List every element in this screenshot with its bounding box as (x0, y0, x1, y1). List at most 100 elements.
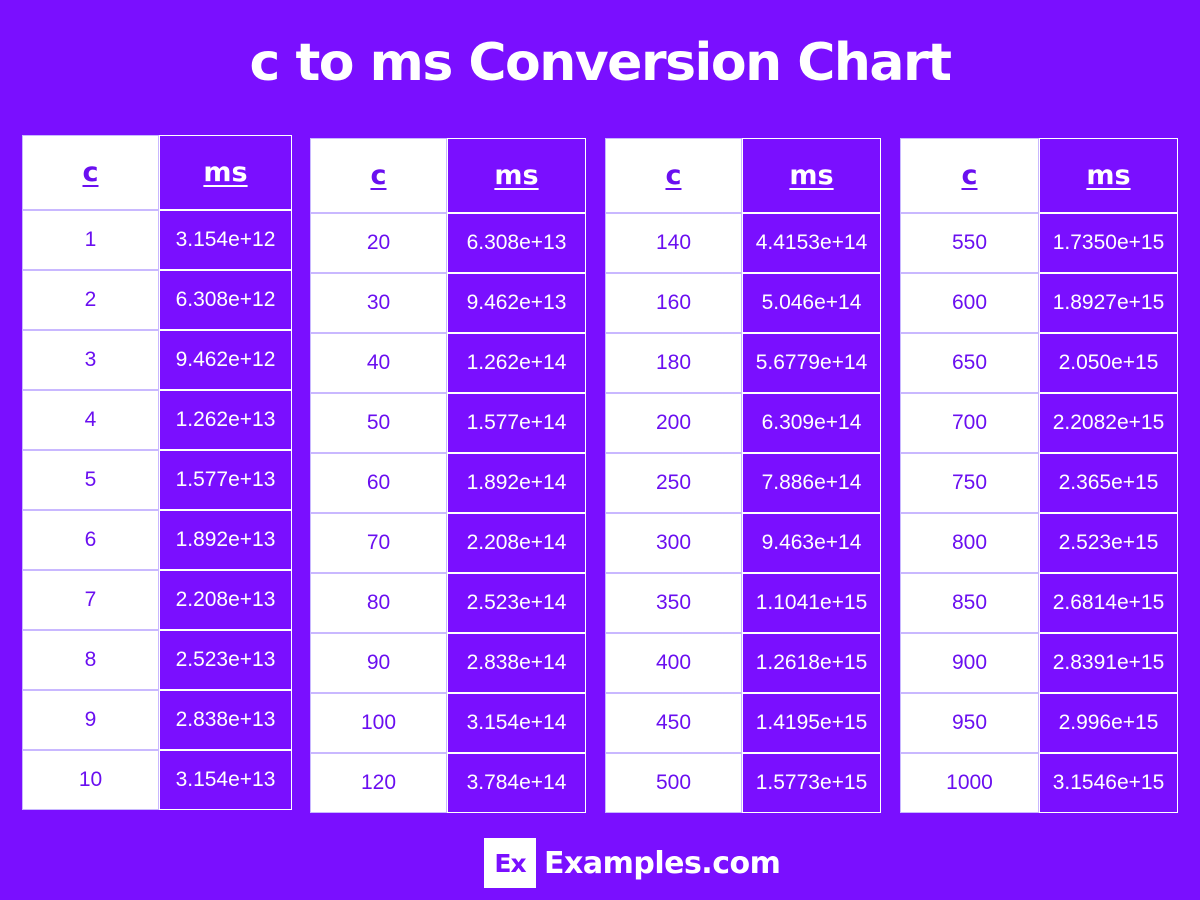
ms-value-cell: 2.838e+14 (447, 633, 586, 693)
ms-value-cell: 1.262e+13 (159, 390, 292, 450)
brand-name: Examples.com (544, 845, 781, 881)
c-value-cell: 160 (605, 273, 742, 333)
c-value-cell: 850 (900, 573, 1039, 633)
c-value-cell: 5 (22, 450, 159, 510)
column-header-ms: ms (447, 138, 586, 213)
ms-value-cell: 1.577e+14 (447, 393, 586, 453)
c-column: c 550 600 650 700 750 800 850 900 950 1000 (900, 138, 1039, 813)
ms-value-cell: 2.365e+15 (1039, 453, 1178, 513)
column-header-ms: ms (1039, 138, 1178, 213)
c-value-cell: 60 (310, 453, 447, 513)
column-header-ms: ms (742, 138, 881, 213)
c-value-cell: 500 (605, 753, 742, 813)
c-value-cell: 100 (310, 693, 447, 753)
ms-value-cell: 6.308e+12 (159, 270, 292, 330)
ms-value-cell: 2.208e+13 (159, 570, 292, 630)
ms-value-cell: 9.463e+14 (742, 513, 881, 573)
c-value-cell: 180 (605, 333, 742, 393)
conversion-table-1: c 1 2 3 4 5 6 7 8 9 10 ms 3.154e+12 6.308e+12 9.462e+1… (22, 135, 292, 810)
c-value-cell: 40 (310, 333, 447, 393)
c-value-cell: 90 (310, 633, 447, 693)
ms-value-cell: 1.262e+14 (447, 333, 586, 393)
c-value-cell: 10 (22, 750, 159, 810)
ms-value-cell: 2.838e+13 (159, 690, 292, 750)
c-value-cell: 8 (22, 630, 159, 690)
c-value-cell: 450 (605, 693, 742, 753)
ms-column: ms 1.7350e+15 1.8927e+15 2.050e+15 2.2082e+1… (1039, 138, 1178, 813)
ms-value-cell: 2.8391e+15 (1039, 633, 1178, 693)
c-value-cell: 30 (310, 273, 447, 333)
c-column: c 20 30 40 50 60 70 80 90 100 120 (310, 138, 447, 813)
ms-value-cell: 1.892e+13 (159, 510, 292, 570)
c-value-cell: 750 (900, 453, 1039, 513)
ms-value-cell: 6.308e+13 (447, 213, 586, 273)
conversion-table-3: c 140 160 180 200 250 300 350 400 450 500 ms 4.4153e… (605, 138, 881, 813)
ms-value-cell: 1.577e+13 (159, 450, 292, 510)
c-value-cell: 120 (310, 753, 447, 813)
ms-value-cell: 4.4153e+14 (742, 213, 881, 273)
ms-value-cell: 9.462e+13 (447, 273, 586, 333)
c-value-cell: 800 (900, 513, 1039, 573)
conversion-table-2: c 20 30 40 50 60 70 80 90 100 120 ms 6.308e+13 9.462e… (310, 138, 586, 813)
footer-brand: Ex Examples.com (484, 838, 781, 888)
ms-value-cell: 2.523e+14 (447, 573, 586, 633)
column-header-ms: ms (159, 135, 292, 210)
c-value-cell: 1000 (900, 753, 1039, 813)
c-value-cell: 900 (900, 633, 1039, 693)
column-header-c: c (310, 138, 447, 213)
ms-value-cell: 2.523e+15 (1039, 513, 1178, 573)
page-title: c to ms Conversion Chart (249, 33, 952, 93)
ms-value-cell: 3.154e+12 (159, 210, 292, 270)
c-value-cell: 400 (605, 633, 742, 693)
c-value-cell: 300 (605, 513, 742, 573)
c-value-cell: 70 (310, 513, 447, 573)
c-value-cell: 250 (605, 453, 742, 513)
c-value-cell: 80 (310, 573, 447, 633)
c-value-cell: 950 (900, 693, 1039, 753)
c-value-cell: 3 (22, 330, 159, 390)
ms-value-cell: 3.1546e+15 (1039, 753, 1178, 813)
ms-value-cell: 1.7350e+15 (1039, 213, 1178, 273)
c-value-cell: 600 (900, 273, 1039, 333)
ms-value-cell: 5.046e+14 (742, 273, 881, 333)
ms-value-cell: 2.2082e+15 (1039, 393, 1178, 453)
c-value-cell: 1 (22, 210, 159, 270)
c-value-cell: 700 (900, 393, 1039, 453)
ms-value-cell: 3.154e+13 (159, 750, 292, 810)
ms-column: ms 4.4153e+14 5.046e+14 5.6779e+14 6.309e+14… (742, 138, 881, 813)
c-value-cell: 2 (22, 270, 159, 330)
c-value-cell: 350 (605, 573, 742, 633)
ms-value-cell: 7.886e+14 (742, 453, 881, 513)
c-value-cell: 20 (310, 213, 447, 273)
ms-value-cell: 5.6779e+14 (742, 333, 881, 393)
c-value-cell: 6 (22, 510, 159, 570)
c-value-cell: 200 (605, 393, 742, 453)
ms-value-cell: 9.462e+12 (159, 330, 292, 390)
c-value-cell: 650 (900, 333, 1039, 393)
c-value-cell: 9 (22, 690, 159, 750)
c-value-cell: 7 (22, 570, 159, 630)
ms-value-cell: 2.050e+15 (1039, 333, 1178, 393)
ms-value-cell: 2.208e+14 (447, 513, 586, 573)
ms-value-cell: 2.996e+15 (1039, 693, 1178, 753)
c-column: c 1 2 3 4 5 6 7 8 9 10 (22, 135, 159, 810)
c-value-cell: 4 (22, 390, 159, 450)
ms-column: ms 3.154e+12 6.308e+12 9.462e+12 1.262e+13 1.… (159, 135, 292, 810)
column-header-c: c (22, 135, 159, 210)
ms-column: ms 6.308e+13 9.462e+13 1.262e+14 1.577e+14 1.… (447, 138, 586, 813)
ms-value-cell: 3.154e+14 (447, 693, 586, 753)
c-value-cell: 50 (310, 393, 447, 453)
c-value-cell: 140 (605, 213, 742, 273)
ms-value-cell: 2.6814e+15 (1039, 573, 1178, 633)
conversion-table-4: c 550 600 650 700 750 800 850 900 950 1000 ms 1.7350… (900, 138, 1178, 813)
ms-value-cell: 2.523e+13 (159, 630, 292, 690)
c-value-cell: 550 (900, 213, 1039, 273)
ms-value-cell: 3.784e+14 (447, 753, 586, 813)
ms-value-cell: 1.5773e+15 (742, 753, 881, 813)
ms-value-cell: 1.2618e+15 (742, 633, 881, 693)
c-column: c 140 160 180 200 250 300 350 400 450 500 (605, 138, 742, 813)
examples-logo: Ex (484, 838, 536, 888)
ms-value-cell: 1.4195e+15 (742, 693, 881, 753)
ms-value-cell: 1.1041e+15 (742, 573, 881, 633)
column-header-c: c (605, 138, 742, 213)
